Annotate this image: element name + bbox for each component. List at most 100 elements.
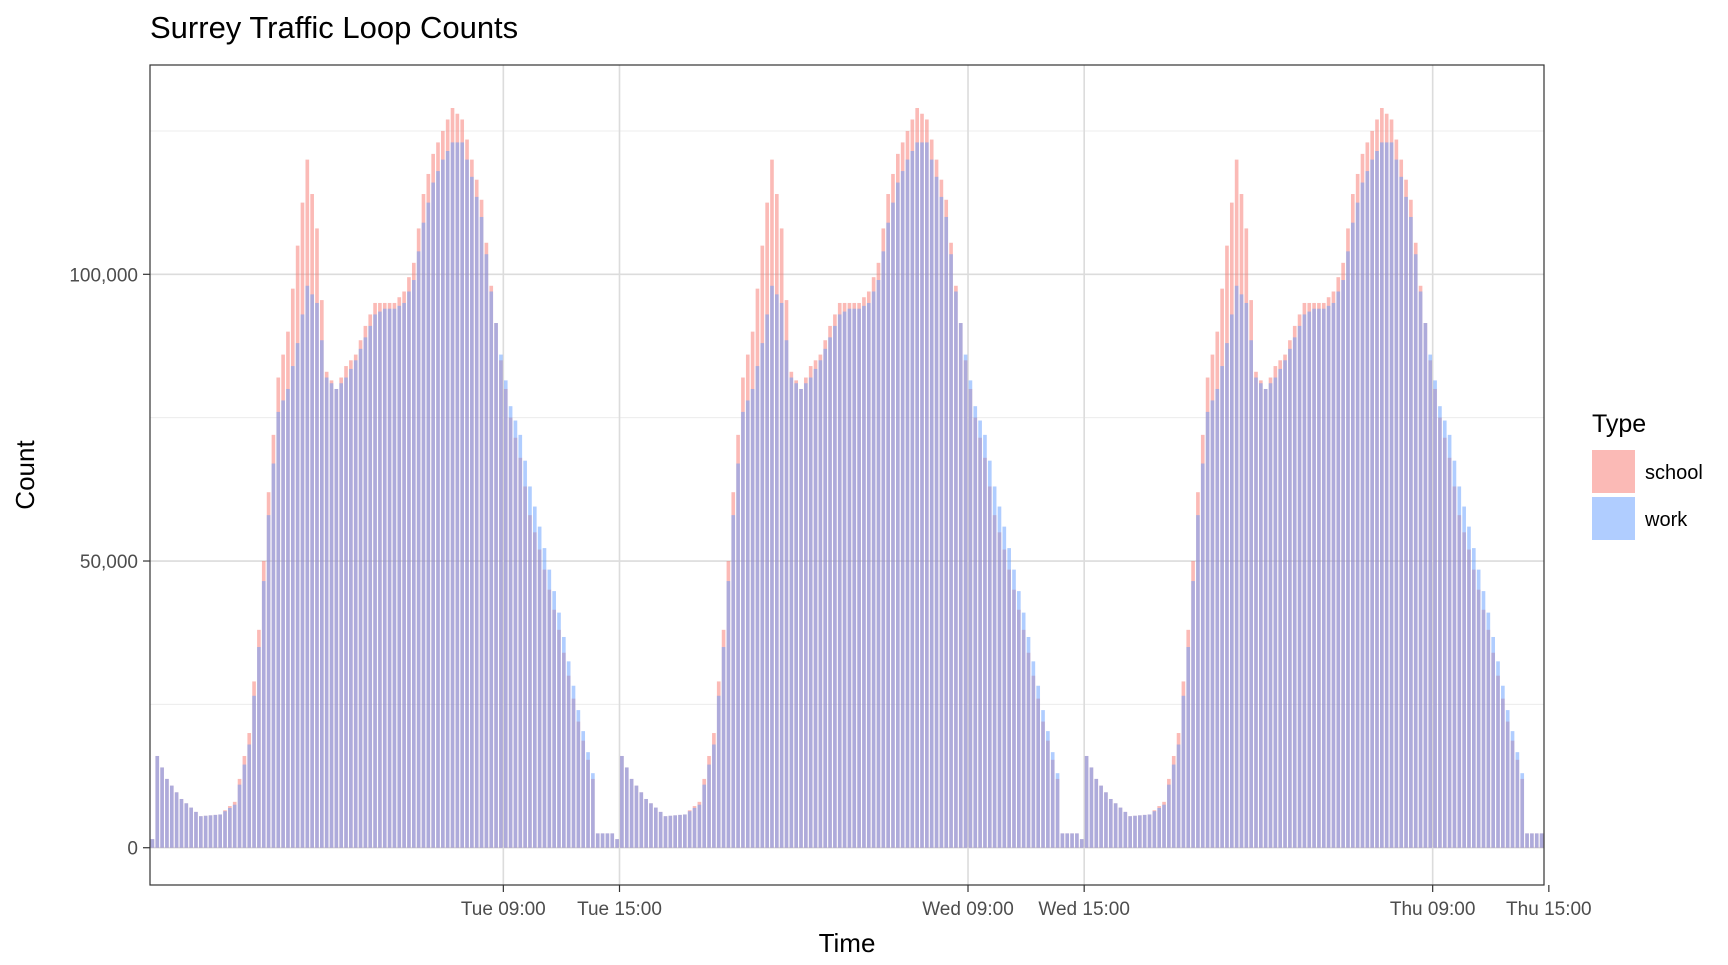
- bar-work: [179, 798, 184, 848]
- bar-work: [199, 816, 203, 848]
- bar-work: [634, 785, 639, 848]
- x-tick-label: Tue 15:00: [577, 899, 662, 920]
- bar-work: [721, 647, 726, 848]
- bar-work: [1336, 291, 1341, 848]
- bar-work: [1017, 591, 1021, 848]
- bar-work: [920, 142, 924, 848]
- bar-work: [218, 814, 222, 848]
- bar-work: [1326, 305, 1331, 848]
- bar-work: [1263, 388, 1268, 848]
- bar-work: [1476, 569, 1481, 848]
- bar-work: [455, 142, 460, 848]
- bar-work: [876, 280, 881, 848]
- bar-work: [334, 388, 339, 848]
- bar-work: [1118, 807, 1123, 848]
- bar-work: [1452, 460, 1457, 848]
- bar-work: [1534, 833, 1539, 848]
- bar-work: [1433, 380, 1437, 848]
- bar-work: [586, 752, 590, 848]
- bar-work: [983, 434, 987, 848]
- bar-work: [247, 744, 252, 848]
- legend-swatch-work: [1592, 497, 1635, 540]
- bar-work: [1239, 294, 1244, 848]
- bar-work: [1404, 196, 1408, 848]
- bar-work: [155, 755, 160, 848]
- bar-work: [1384, 142, 1389, 848]
- bar-work: [271, 463, 276, 848]
- bar-work: [726, 581, 731, 848]
- bar-work: [605, 833, 610, 848]
- bar-work: [518, 434, 523, 848]
- bar-work: [436, 171, 440, 848]
- bars: [150, 108, 1544, 848]
- bar-work: [1147, 814, 1152, 848]
- bar-work: [1162, 804, 1166, 848]
- bar-work: [1041, 710, 1045, 848]
- bar-work: [915, 142, 919, 848]
- bar-work: [1123, 811, 1128, 848]
- bar-work: [1050, 752, 1055, 848]
- bar-work: [445, 151, 450, 848]
- bar-work: [470, 176, 474, 848]
- bar-work: [1249, 340, 1253, 848]
- bar-work: [624, 767, 629, 848]
- bar-work: [320, 340, 324, 848]
- bar-work: [508, 406, 513, 848]
- y-tick-label: 50,000: [80, 552, 138, 573]
- bar-work: [775, 294, 779, 848]
- legend-swatch-school: [1592, 450, 1635, 493]
- bar-work: [804, 383, 808, 848]
- bar-work: [692, 807, 697, 848]
- bar-work: [968, 380, 973, 848]
- bar-work: [1191, 581, 1195, 848]
- x-tick-label: Thu 09:00: [1390, 899, 1476, 920]
- bar-work: [169, 785, 174, 848]
- bar-work: [808, 377, 813, 848]
- bar-work: [620, 755, 624, 848]
- bar-work: [1254, 377, 1258, 848]
- bar-work: [697, 804, 702, 848]
- y-axis-title: Count: [10, 440, 40, 510]
- bar-work: [378, 311, 382, 848]
- bar-work: [862, 305, 866, 848]
- bar-work: [416, 251, 421, 848]
- bar-work: [479, 216, 484, 848]
- bar-work: [387, 308, 392, 848]
- bar-work: [1026, 636, 1031, 848]
- bar-work: [745, 400, 750, 848]
- bar-work: [1530, 833, 1534, 848]
- bar-work: [368, 325, 373, 848]
- bar-work: [736, 463, 740, 848]
- bar-work: [1089, 767, 1094, 848]
- bar-work: [281, 400, 285, 848]
- bar-work: [1394, 159, 1399, 848]
- bar-work: [591, 773, 595, 848]
- bar-work: [896, 182, 900, 848]
- bar-work: [828, 337, 832, 848]
- bar-work: [784, 340, 789, 848]
- bar-work: [1505, 710, 1510, 848]
- bar-work: [1273, 377, 1278, 848]
- bar-work: [237, 784, 242, 848]
- bar-work: [1157, 807, 1162, 848]
- bar-work: [537, 526, 542, 848]
- bar-work: [353, 360, 358, 848]
- bar-work: [542, 548, 547, 848]
- bar-work: [707, 764, 711, 848]
- bar-work: [987, 460, 992, 848]
- bar-work: [1283, 360, 1287, 848]
- bar-work: [958, 323, 963, 848]
- bar-work: [1539, 833, 1544, 848]
- bar-work: [939, 196, 944, 848]
- bar-work: [1104, 792, 1108, 848]
- bar-work: [1409, 216, 1413, 848]
- bar-work: [1007, 548, 1011, 848]
- bar-work: [1055, 773, 1060, 848]
- bar-work: [842, 311, 847, 848]
- bar-work: [1108, 798, 1113, 848]
- bar-work: [223, 811, 227, 848]
- bar-work: [257, 647, 261, 848]
- bar-work: [552, 591, 556, 848]
- bar-work: [644, 798, 648, 848]
